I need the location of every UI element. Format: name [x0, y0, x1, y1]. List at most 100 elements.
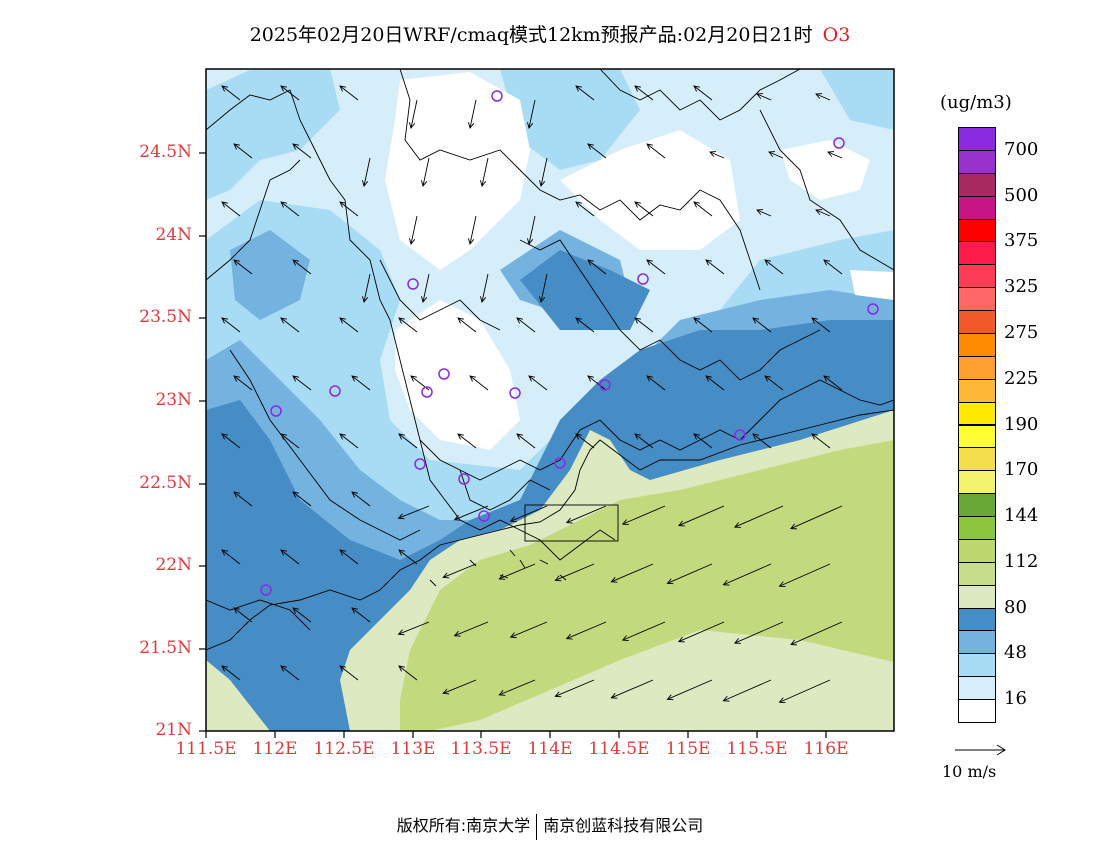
wind-arrow-head — [233, 259, 240, 266]
longitude-label: 115.5E — [726, 739, 788, 759]
wind-arrow-head — [646, 143, 653, 150]
wind-arrow-head — [397, 629, 405, 636]
wind-arrow — [398, 505, 430, 519]
wind-arrow — [566, 621, 607, 640]
colorbar-label: 375 — [1004, 230, 1039, 252]
wind-arrow-head — [233, 143, 240, 150]
wind-arrow-head — [575, 201, 582, 208]
colorbar-band — [958, 195, 996, 220]
wind-arrow-head — [587, 143, 594, 150]
wind-arrow-head — [233, 607, 240, 614]
colorbar-label: 325 — [1004, 276, 1039, 298]
wind-arrow-head — [565, 633, 573, 640]
colorbar-label: 16 — [1004, 688, 1027, 710]
wind-arrow-head — [815, 209, 823, 215]
wind-arrow — [779, 679, 831, 703]
wind-arrow — [292, 143, 312, 159]
wind-arrow — [634, 85, 654, 101]
wind-arrow-head — [468, 122, 475, 129]
wind-arrow-head — [468, 238, 475, 245]
longitude-label: 116E — [803, 739, 849, 759]
wind-arrow-head — [733, 522, 741, 528]
colorbar-band — [958, 310, 996, 334]
wind-arrow — [221, 201, 241, 217]
wind-arrow — [528, 375, 548, 391]
colorbar-unit: (ug/m3) — [940, 92, 1012, 113]
wind-arrow — [457, 433, 477, 449]
colorbar-label: 80 — [1004, 596, 1027, 618]
wind-arrow-head — [823, 259, 830, 266]
colorbar-band — [958, 584, 996, 609]
wind-arrow-head — [457, 317, 464, 324]
wind-arrow-head — [221, 317, 228, 324]
wind-arrow-head — [693, 201, 700, 208]
colorbar-band — [958, 127, 996, 151]
wind-arrow — [693, 85, 713, 101]
wind-arrow-head — [442, 572, 450, 579]
wind-arrow-head — [221, 433, 228, 440]
wind-arrow — [634, 201, 654, 217]
wind-arrow-head — [811, 433, 818, 440]
colorbar-band — [958, 401, 996, 426]
wind-arrow — [339, 201, 359, 217]
wind-arrow — [351, 491, 371, 507]
wind-arrow-head — [565, 517, 573, 524]
wind-arrow-head — [233, 375, 240, 382]
wind-arrow — [575, 201, 595, 217]
wind-arrow-head — [539, 180, 546, 187]
wind-arrow — [469, 375, 489, 391]
wind-arrow-head — [815, 93, 823, 99]
wind-arrow-head — [634, 317, 641, 324]
wind-arrow — [540, 273, 548, 303]
station-markers — [260, 90, 879, 596]
wind-arrow-head — [292, 491, 299, 498]
latitude-label: 21N — [155, 720, 192, 740]
wind-arrow — [555, 563, 595, 581]
wind-arrow-head — [292, 259, 299, 266]
colorbar-band — [958, 493, 996, 518]
wind-arrow-head — [398, 433, 405, 440]
colorbar-band — [958, 447, 996, 472]
boundary-lines — [206, 69, 894, 651]
wind-arrow — [693, 433, 713, 449]
wind-arrow-head — [339, 433, 346, 440]
wind-arrow-head — [554, 691, 562, 698]
axis-ticks — [199, 152, 827, 738]
wind-arrow-head — [351, 375, 358, 382]
wind-arrow — [790, 505, 843, 529]
wind-arrow-head — [509, 632, 517, 639]
wind-arrow-head — [498, 574, 506, 580]
wind-arrow-head — [575, 317, 582, 324]
wind-arrow — [499, 679, 536, 696]
latitude-label: 23N — [155, 390, 192, 410]
wind-arrow — [723, 679, 772, 702]
wind-arrow-head — [339, 549, 346, 556]
wind-arrow-head — [498, 690, 506, 696]
wind-arrow-head — [764, 259, 771, 266]
wind-arrow — [398, 665, 418, 681]
colorbar-band — [958, 538, 996, 563]
wind-arrow-head — [292, 143, 299, 150]
wind-arrow — [587, 375, 607, 391]
wind-arrow — [587, 259, 607, 275]
wind-arrow-head — [666, 694, 674, 701]
wind-arrow-head — [539, 296, 546, 303]
wind-arrow — [292, 491, 312, 507]
wind-arrow — [646, 375, 666, 391]
wind-arrow — [790, 621, 843, 645]
wind-arrow-head — [221, 201, 228, 208]
wind-arrow-head — [823, 375, 830, 382]
wind-arrow-head — [778, 581, 786, 588]
wind-arrow-head — [756, 209, 764, 215]
wind-arrow-head — [575, 85, 582, 92]
wind-arrow-head — [709, 151, 717, 157]
longitude-label: 111.5E — [175, 739, 237, 759]
longitude-label: 114.5E — [588, 739, 650, 759]
colorbar-band — [958, 424, 996, 449]
wind-arrow — [443, 679, 477, 694]
wind-arrow-head — [722, 579, 730, 586]
wind-arrow-head — [339, 85, 346, 92]
wind-arrow-head — [677, 520, 685, 527]
wind-arrow-head — [292, 375, 299, 382]
